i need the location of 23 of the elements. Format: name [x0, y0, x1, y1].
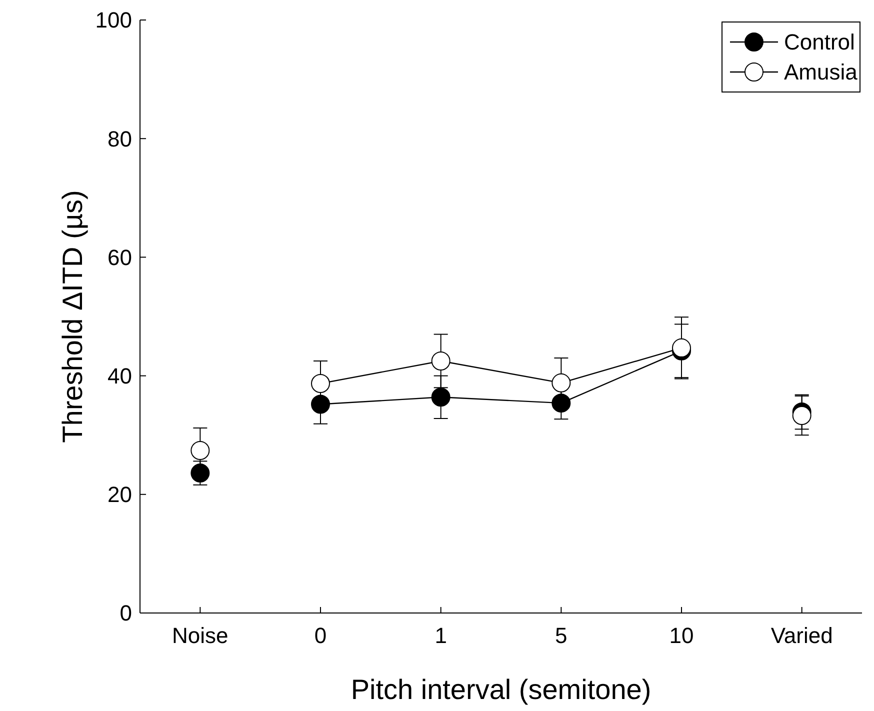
y-tick-label: 0 [120, 600, 132, 626]
point [431, 388, 450, 407]
legend-label: Control [784, 30, 855, 55]
point [552, 394, 571, 413]
y-tick-label: 80 [108, 126, 132, 152]
y-axis-title: Threshold ΔITD (µs) [57, 190, 88, 443]
legend-label: Amusia [784, 60, 858, 85]
point [311, 394, 330, 414]
y-tick-label: 20 [108, 482, 132, 508]
x-tick-label: 5 [555, 623, 568, 648]
point [792, 406, 812, 426]
point [672, 338, 691, 358]
x-tick-label: 10 [669, 623, 694, 648]
x-tick-label: 1 [434, 623, 447, 648]
x-tick-label: Varied [770, 623, 833, 648]
x-tick-label: 0 [314, 623, 327, 648]
y-tick-label: 100 [95, 8, 132, 33]
x-tick-label: Noise [172, 623, 228, 648]
y-tick-label: 40 [108, 364, 132, 388]
point [190, 464, 210, 483]
y-tick-label: 60 [108, 244, 132, 270]
x-axis-title: Pitch interval (semitone) [350, 674, 652, 705]
point [552, 373, 571, 392]
